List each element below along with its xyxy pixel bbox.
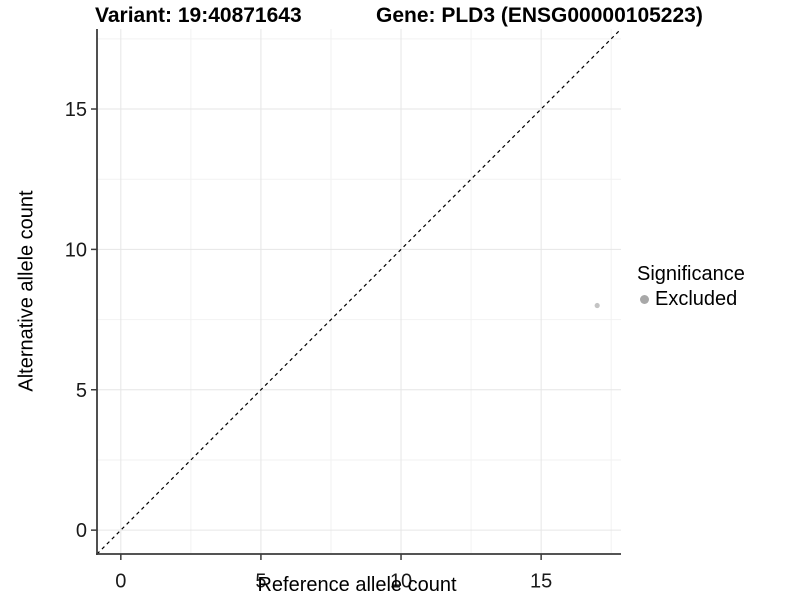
x-tick-label: 15 [530,571,552,593]
y-tick-label: 5 [76,380,87,402]
x-tick-label: 10 [390,571,412,593]
x-tick-label: 0 [115,571,126,593]
plot-title-variant: Variant: 19:40871643 [95,4,302,27]
identity-reference-line [96,28,622,555]
legend: Significance Excluded [637,263,745,311]
y-tick-label: 15 [65,99,87,121]
legend-entry-excluded: Excluded [637,288,745,311]
plot-title-gene: Gene: PLD3 (ENSG00000105223) [376,4,703,27]
legend-point-icon [640,295,649,304]
y-tick-label: 10 [65,239,87,261]
legend-title: Significance [637,263,745,285]
legend-entry-label: Excluded [655,288,738,310]
data-point [594,302,600,309]
x-axis-label: Reference allele count [257,574,457,596]
y-tick-label: 0 [76,520,87,542]
x-tick-label: 5 [255,571,266,593]
